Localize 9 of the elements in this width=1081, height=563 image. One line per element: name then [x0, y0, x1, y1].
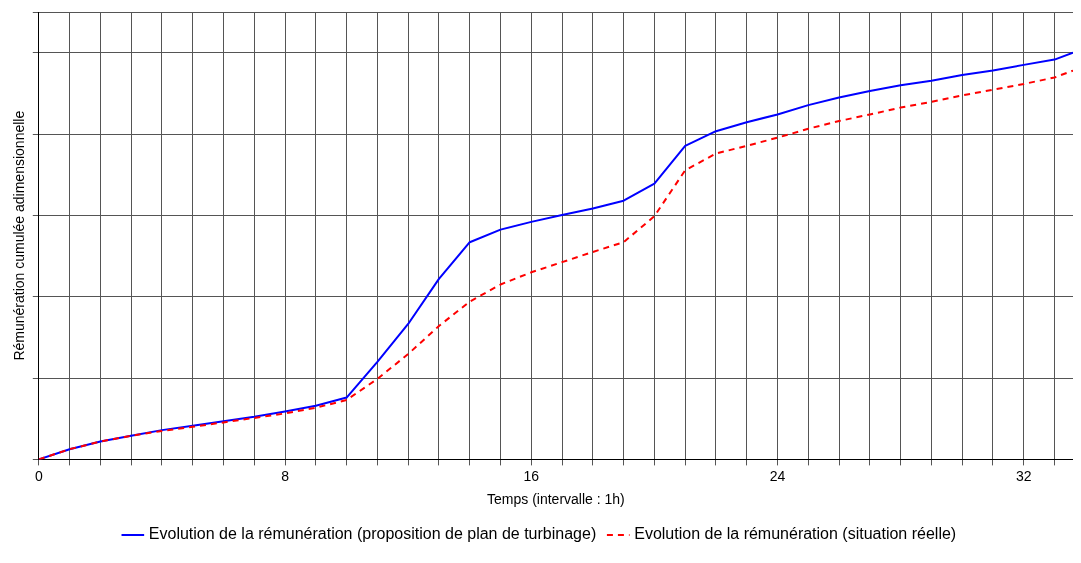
x-tick-label: 24 [769, 467, 786, 484]
y-axis-title: Rémunération cumulée adimensionnelle [11, 110, 28, 361]
legend-label: Evolution de la rémunération (situation réelle) [634, 525, 957, 543]
x-tick-label: 8 [281, 467, 290, 484]
x-axis-title: Temps (intervalle : 1h) [487, 491, 625, 508]
x-tick-label: 16 [523, 467, 540, 484]
legend-label: Evolution de la rémunération (proposition de plan de turbinage) [148, 525, 597, 543]
x-tick-label: 0 [34, 467, 43, 484]
x-tick-label: 32 [1015, 467, 1032, 484]
